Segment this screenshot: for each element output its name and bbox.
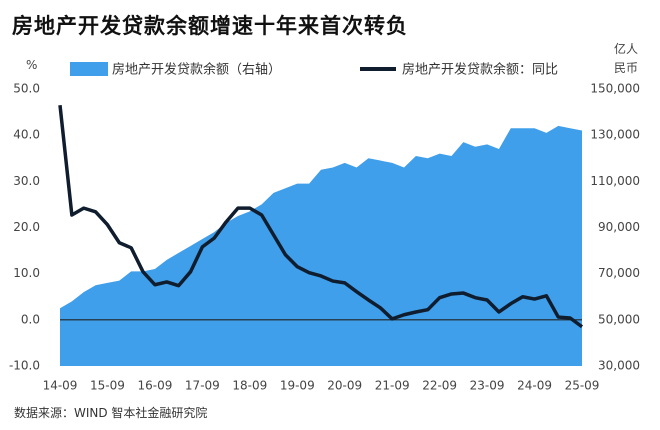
y-tick-label: 30.0 (13, 174, 40, 188)
x-tick-label: 16-09 (137, 379, 172, 393)
x-tick-label: 25-09 (565, 379, 600, 393)
legend-swatch (70, 62, 108, 76)
y-tick-label: 10.0 (13, 266, 40, 280)
chart-title: 房地产开发贷款余额增速十年来首次转负 (12, 14, 408, 38)
y2-tick-label: 150,000 (590, 82, 640, 96)
y2-tick-label: 30,000 (598, 359, 640, 373)
y2-tick-label: 110,000 (590, 174, 640, 188)
y-tick-label: 0.0 (21, 312, 40, 326)
x-tick-label: 18-09 (232, 379, 267, 393)
x-tick-label: 23-09 (470, 379, 505, 393)
y-tick-label: -10.0 (9, 359, 40, 373)
x-tick-label: 15-09 (90, 379, 125, 393)
x-tick-label: 19-09 (280, 379, 315, 393)
legend-label: 房地产开发贷款余额（右轴） (112, 62, 281, 78)
y2-tick-label: 50,000 (598, 312, 640, 326)
x-tick-label: 24-09 (517, 379, 552, 393)
y-tick-label: 50.0 (13, 82, 40, 96)
area (60, 125, 582, 366)
line (58, 104, 584, 329)
x-tick-label: 21-09 (375, 379, 410, 393)
x-tick-label: 20-09 (327, 379, 362, 393)
y-unit: % (26, 58, 38, 72)
x-tick-label: 17-09 (185, 379, 220, 393)
legend-label: 房地产开发贷款余额：同比 (402, 62, 558, 78)
y2-tick-label: 130,000 (590, 128, 640, 142)
y2-tick-label: 90,000 (598, 220, 640, 234)
x-tick-label: 14-09 (43, 379, 78, 393)
source: 数据来源：WIND 智本社金融研究院 (14, 406, 208, 420)
x-tick-label: 22-09 (422, 379, 457, 393)
y-tick-label: 40.0 (13, 128, 40, 142)
y2-unit: 亿人民币 (614, 42, 639, 75)
y2-tick-label: 70,000 (598, 266, 640, 280)
y-tick-label: 20.0 (13, 220, 40, 234)
